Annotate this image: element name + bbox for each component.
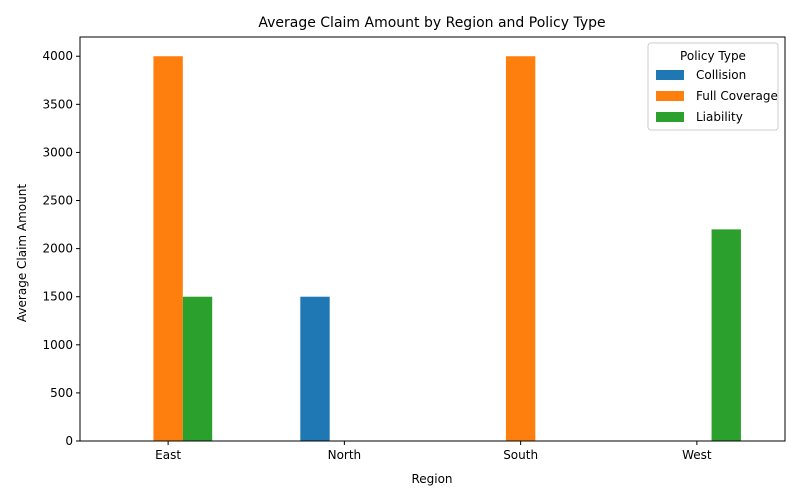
bar-liability-west — [711, 229, 741, 441]
y-tick-label: 1500 — [42, 290, 73, 304]
y-tick-label: 1000 — [42, 338, 73, 352]
x-tick-label: South — [503, 448, 538, 462]
legend-swatch — [656, 91, 684, 101]
y-tick-label: 500 — [50, 386, 73, 400]
legend-swatch — [656, 112, 684, 122]
legend-label: Liability — [696, 110, 743, 124]
y-tick-label: 2500 — [42, 194, 73, 208]
y-tick-label: 0 — [65, 434, 73, 448]
x-tick-label: West — [682, 448, 712, 462]
x-tick-label: East — [155, 448, 181, 462]
plot-area: 0 500 1000 1500 2000 2500 3000 3500 4000 East Nort… — [42, 36, 786, 462]
plot-frame — [79, 36, 786, 442]
bar-liability-east — [182, 296, 213, 441]
x-tick-label: North — [328, 448, 362, 462]
y-tick-label: 2000 — [42, 242, 73, 256]
y-axis-label: Average Claim Amount — [15, 184, 29, 322]
bar-collision-north — [300, 296, 330, 441]
x-axis-label: Region — [411, 472, 452, 486]
y-tick-label: 4000 — [42, 49, 73, 63]
y-tick-label: 3000 — [42, 145, 73, 159]
y-tick-label: 3500 — [42, 97, 73, 111]
legend-label: Full Coverage — [696, 89, 778, 103]
legend-title: Policy Type — [680, 49, 746, 63]
chart-title: Average Claim Amount by Region and Polic… — [258, 15, 605, 31]
legend-swatch — [656, 70, 684, 80]
legend-label: Collision — [696, 68, 746, 82]
bar-full-coverage-east — [153, 56, 183, 441]
legend: Policy Type Collision Full Coverage Liabil… — [647, 42, 779, 131]
bar-full-coverage-south — [505, 56, 536, 441]
legend-box — [647, 42, 779, 131]
